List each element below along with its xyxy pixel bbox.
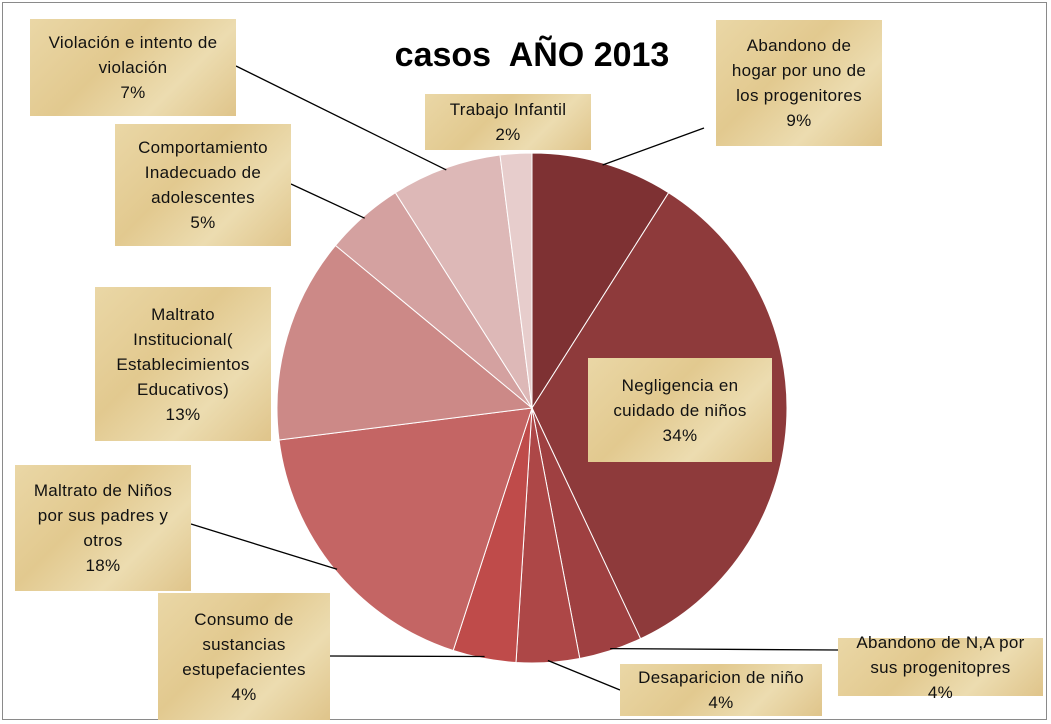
value-label: 34% xyxy=(662,425,698,445)
category-name: Maltrato Institucional( Establecimientos… xyxy=(116,304,250,399)
category-name: Negligencia en cuidado de niños xyxy=(613,375,747,420)
leader-line xyxy=(547,659,621,691)
leader-line xyxy=(329,655,485,658)
slice-label: Abandono de hogar por uno de los progeni… xyxy=(716,20,882,146)
category-name: Abandono de hogar por uno de los progeni… xyxy=(731,36,867,105)
value-label: 7% xyxy=(120,83,146,102)
value-label: 4% xyxy=(927,682,954,702)
value-label: 5% xyxy=(190,213,216,232)
leader-line xyxy=(602,127,705,166)
pie-slice xyxy=(394,154,533,409)
slice-label: Trabajo Infantil 2% xyxy=(425,94,591,150)
slice-label: Abandono de N,A por sus progenitopres 4% xyxy=(838,633,1043,702)
slice-label: Comportamiento Inadecuado de adolescente… xyxy=(115,124,291,246)
value-label: 9% xyxy=(786,111,812,130)
slice-label: Desaparicion de niño 4% xyxy=(620,664,822,716)
value-label: 4% xyxy=(231,684,257,704)
chart-title: casos AÑO 2013 xyxy=(394,36,670,74)
leader-line xyxy=(290,183,365,219)
category-name: Abandono de N,A por sus progenitopres xyxy=(856,632,1025,677)
category-name: Violación e intento de violación xyxy=(48,33,218,77)
pie-slice xyxy=(278,407,533,652)
pie-slice xyxy=(276,244,534,441)
category-name: Maltrato de Niños por sus padres y otros xyxy=(33,481,173,550)
category-name: Consumo de sustancias estupefacientes xyxy=(182,609,306,679)
slice-label: Consumo de sustancias estupefacientes 4% xyxy=(158,593,330,720)
slice-label: Negligencia en cuidado de niños 34% xyxy=(588,358,772,462)
value-label: 2% xyxy=(495,125,521,144)
leader-line xyxy=(610,647,839,651)
leader-line xyxy=(235,65,447,171)
leader-line xyxy=(190,523,338,570)
pie-slice xyxy=(499,152,533,409)
category-name: Trabajo Infantil xyxy=(449,100,567,119)
value-label: 13% xyxy=(165,404,201,424)
slice-label: Violación e intento de violación 7% xyxy=(30,19,236,116)
value-label: 4% xyxy=(708,693,734,712)
pie-slice xyxy=(531,152,670,410)
category-name: Desaparicion de niño xyxy=(638,668,804,687)
category-name: Comportamiento Inadecuado de adolescente… xyxy=(138,138,268,207)
slice-label: Maltrato de Niños por sus padres y otros… xyxy=(15,465,191,591)
slice-label: Maltrato Institucional( Establecimientos… xyxy=(95,287,271,441)
value-label: 18% xyxy=(85,556,121,575)
